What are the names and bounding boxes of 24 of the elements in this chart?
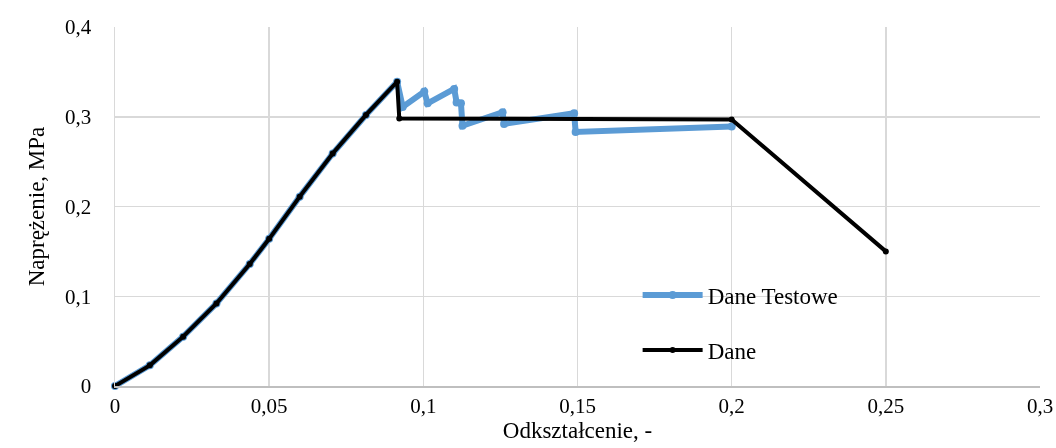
x-tick-label: 0 (109, 393, 121, 418)
legend-label: Dane (707, 338, 757, 364)
y-tick-label: 0,4 (65, 15, 92, 40)
x-tick-label: 0,1 (410, 393, 437, 418)
point (882, 248, 889, 255)
point (728, 116, 735, 123)
point (458, 121, 467, 130)
y-tick-label: 0 (80, 374, 92, 399)
y-tick-label: 0,2 (65, 194, 92, 219)
point (396, 115, 403, 122)
legend-label: Dane Testowe (707, 284, 838, 310)
point (450, 84, 459, 93)
point (727, 122, 736, 131)
x-tick-label: 0,3 (1026, 393, 1054, 418)
y-tick-label: 0,1 (65, 284, 92, 309)
x-tick-label: 0,15 (559, 393, 596, 418)
x-tick-label: 0,25 (867, 393, 905, 418)
point (571, 128, 580, 137)
y-axis-title: Naprężenie, MPa (23, 126, 49, 287)
y-tick-label: 0,3 (65, 105, 92, 130)
x-tick-label: 0,05 (250, 393, 288, 418)
point (570, 109, 579, 118)
x-tick-label: 0,2 (718, 393, 745, 418)
x-axis-title: Odkształcenie, - (502, 417, 653, 443)
